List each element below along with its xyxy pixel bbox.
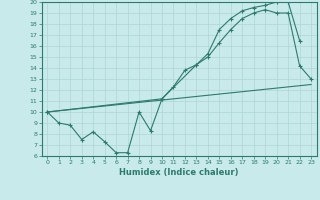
X-axis label: Humidex (Indice chaleur): Humidex (Indice chaleur) xyxy=(119,168,239,177)
